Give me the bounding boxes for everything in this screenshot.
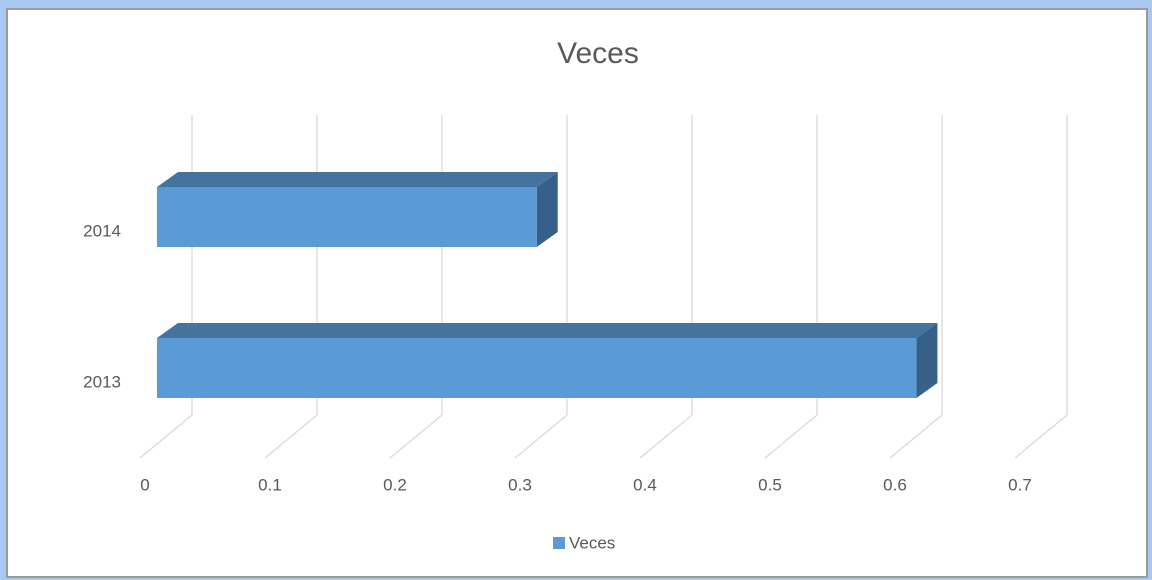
grid-floor-line xyxy=(139,414,193,459)
x-tick-label: 0 xyxy=(140,475,149,494)
grid-floor-line xyxy=(639,414,693,459)
x-tick-label: 0.3 xyxy=(508,475,532,494)
legend-swatch xyxy=(553,537,565,549)
x-tick-label: 0.4 xyxy=(633,475,657,494)
chart-area xyxy=(6,8,1148,578)
bar xyxy=(157,338,917,398)
x-tick-label: 0.7 xyxy=(1008,475,1032,494)
bar xyxy=(157,187,537,247)
legend-label: Veces xyxy=(569,533,615,552)
chart: Veces 0 0.1 0.2 0.3 0.4 0.5 0.6 0.7 2013 2014 Vece… xyxy=(6,8,1148,578)
x-tick-label: 0.2 xyxy=(383,475,407,494)
grid-floor-line xyxy=(389,414,443,459)
bar-top xyxy=(157,172,558,187)
grid-floor-line xyxy=(1014,414,1068,459)
x-tick-label: 0.5 xyxy=(758,475,782,494)
y-tick-label: 2013 xyxy=(83,372,121,391)
bar-side xyxy=(916,323,938,398)
grid-floor-line xyxy=(514,414,568,459)
grid-floor-line xyxy=(764,414,818,459)
x-tick-label: 0.6 xyxy=(883,475,907,494)
grid-floor-line xyxy=(889,414,943,459)
bar-side xyxy=(536,172,558,247)
bar-top xyxy=(157,323,938,338)
y-tick-label: 2014 xyxy=(83,221,121,240)
x-tick-label: 0.1 xyxy=(258,475,282,494)
grid-floor-line xyxy=(264,414,318,459)
chart-title: Veces xyxy=(557,37,639,70)
